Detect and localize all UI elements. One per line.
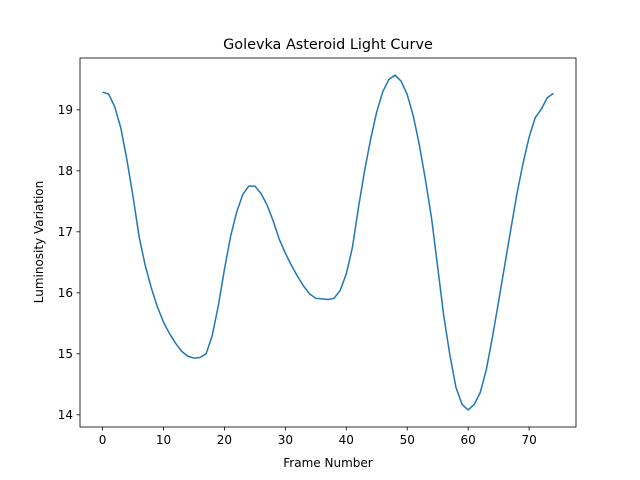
x-tick-label: 60 (461, 433, 476, 447)
y-tick-label: 14 (58, 408, 73, 422)
y-tick-label: 17 (58, 225, 73, 239)
y-axis-label: Luminosity Variation (32, 181, 46, 304)
x-axis-label: Frame Number (283, 456, 372, 470)
x-tick-label: 50 (400, 433, 415, 447)
chart-title: Golevka Asteroid Light Curve (223, 37, 433, 53)
x-tick-label: 20 (217, 433, 232, 447)
x-tick-label: 40 (339, 433, 354, 447)
series-line-0 (102, 74, 554, 411)
x-tick-label: 30 (278, 433, 293, 447)
y-tick-label: 15 (58, 347, 73, 361)
plot-area: 0 10 20 30 40 50 60 70 14 15 16 17 18 19 (58, 57, 577, 447)
y-tick-label: 19 (58, 103, 73, 117)
x-tick-label: 0 (99, 433, 107, 447)
axes-frame (79, 57, 577, 428)
x-tick-label: 70 (521, 433, 536, 447)
y-tick-label: 16 (58, 286, 73, 300)
x-tick-label: 10 (156, 433, 171, 447)
y-tick-label: 18 (58, 164, 73, 178)
